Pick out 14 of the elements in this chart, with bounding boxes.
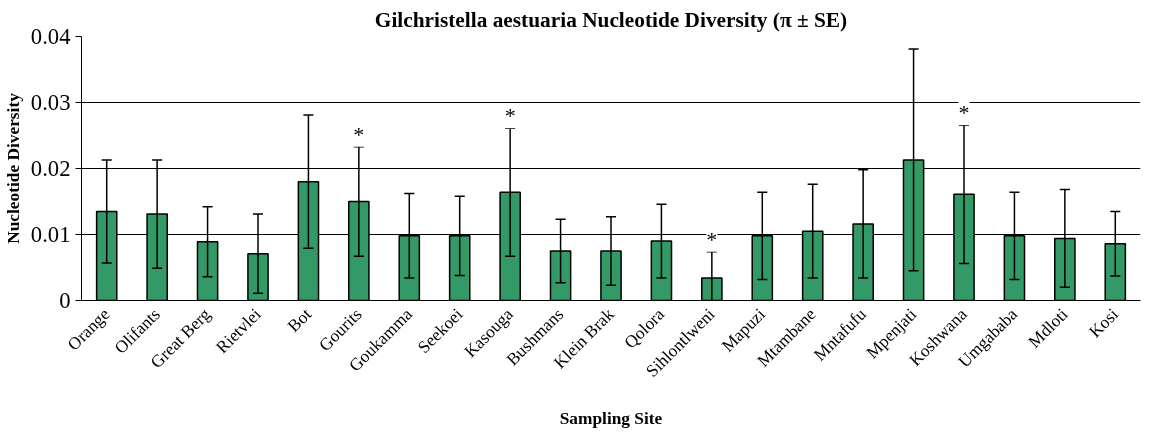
y-tick-label: 0.02 [30,156,71,181]
y-tick-label: 0 [59,288,71,313]
chart-title: Gilchristella aestuaria Nucleotide Diversity (π ± SE) [374,7,848,32]
y-tick-label: 0.04 [30,24,71,49]
data-label: * [353,121,365,147]
x-tick-label: Kosi [1085,304,1123,342]
y-tick-label: 0.03 [30,90,71,115]
x-tick-label: Bot [284,304,316,336]
data-label: * [504,103,516,129]
data-label: * [958,99,970,125]
y-tick-label: 0.01 [30,222,71,247]
data-label: * [706,226,718,252]
x-axis-title: Sampling Site [559,408,663,428]
y-axis-title: Nucleotide Diversity [3,92,23,244]
